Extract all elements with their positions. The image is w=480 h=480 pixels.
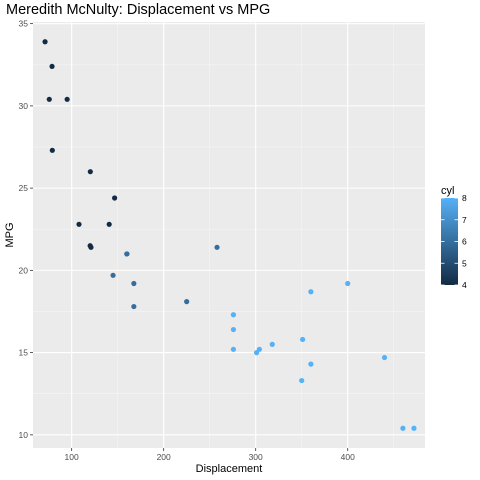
- data-point: [308, 361, 314, 367]
- y-tick-label: 35: [19, 19, 29, 29]
- legend-tick-label: 6: [462, 237, 467, 247]
- data-point: [46, 96, 52, 102]
- data-point: [381, 354, 388, 361]
- data-point: [345, 280, 351, 287]
- x-tick-label: 100: [65, 452, 79, 462]
- data-point: [106, 221, 112, 227]
- plot-panel: [33, 22, 425, 448]
- legend-tick-label: 7: [462, 215, 467, 225]
- legend-tick-label: 4: [462, 280, 467, 290]
- x-tick-label: 300: [249, 452, 263, 462]
- data-point: [400, 425, 406, 431]
- legend-title: cyl: [441, 185, 454, 197]
- data-point: [76, 221, 82, 227]
- data-point: [300, 336, 306, 343]
- data-point: [87, 169, 93, 175]
- data-point: [131, 303, 137, 310]
- y-tick-label: 15: [19, 348, 29, 358]
- data-point: [131, 280, 137, 287]
- data-point: [299, 377, 305, 384]
- data-point: [230, 312, 237, 318]
- data-point: [254, 350, 260, 356]
- y-tick-label: 30: [19, 101, 29, 111]
- data-point: [214, 244, 220, 250]
- y-tick-label: 25: [19, 183, 29, 193]
- legend-ticks: 4 5 6 7 8: [441, 193, 467, 290]
- chart-title: Meredith McNulty: Displacement vs MPG: [6, 2, 271, 18]
- minor-gridlines: [33, 22, 425, 448]
- data-point: [49, 147, 55, 153]
- data-point: [42, 39, 48, 45]
- color-legend: cyl 4 5 6 7 8: [441, 185, 467, 290]
- data-point: [110, 272, 116, 278]
- x-tick-label: 200: [157, 452, 171, 462]
- legend-tick-label: 8: [462, 193, 467, 203]
- data-point: [112, 195, 118, 201]
- x-axis: 100 200 300 400: [65, 448, 355, 462]
- data-point: [124, 251, 130, 257]
- data-point: [88, 244, 94, 250]
- x-axis-title: Displacement: [196, 463, 263, 475]
- y-tick-label: 20: [19, 265, 29, 275]
- data-point: [230, 326, 237, 333]
- data-point: [184, 299, 190, 305]
- data-point: [64, 96, 70, 102]
- data-points: [42, 39, 417, 431]
- data-point: [308, 289, 314, 295]
- y-axis-title: MPG: [4, 222, 16, 247]
- y-tick-label: 10: [19, 430, 29, 440]
- y-axis: 10 15 20 25 30 35: [19, 19, 33, 440]
- x-tick-label: 400: [341, 452, 355, 462]
- data-point: [49, 63, 55, 70]
- data-point: [411, 425, 417, 431]
- data-point: [269, 341, 275, 347]
- data-point: [230, 346, 237, 352]
- colorbar: [441, 198, 458, 285]
- major-gridlines: [33, 22, 425, 448]
- legend-tick-label: 5: [462, 258, 467, 268]
